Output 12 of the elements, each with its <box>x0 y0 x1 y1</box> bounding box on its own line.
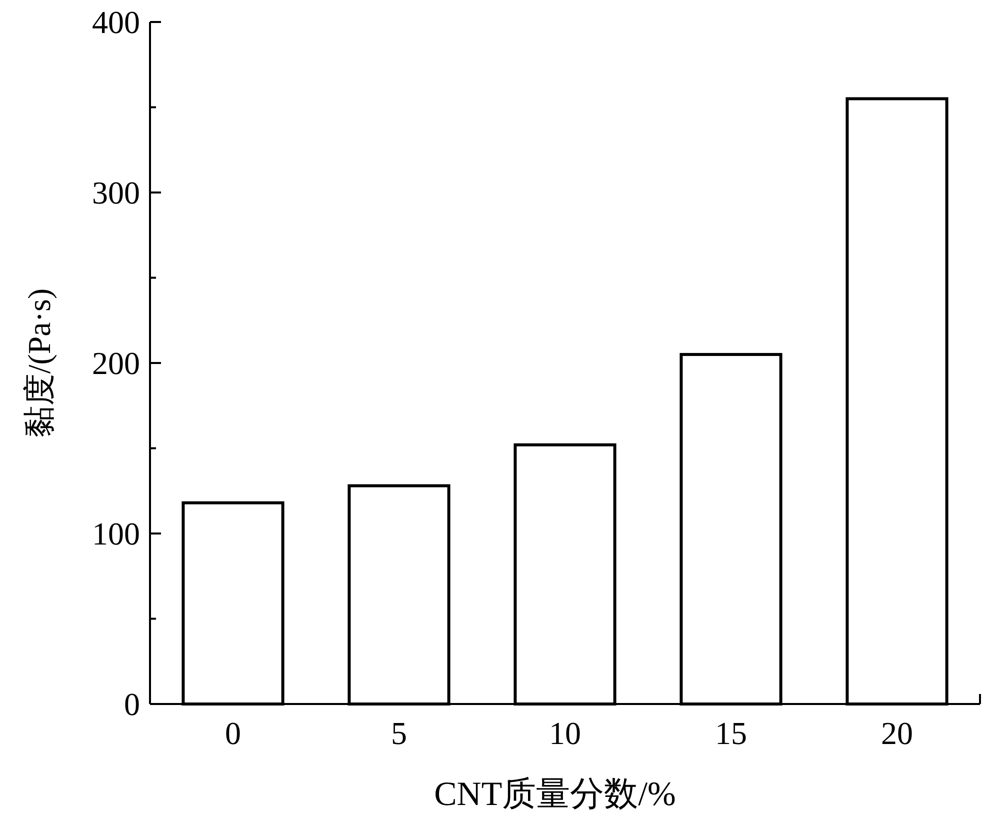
y-axis-title: 黏度/(Pa·s) <box>21 288 57 438</box>
y-tick-label: 100 <box>92 516 140 552</box>
y-tick-label: 400 <box>92 4 140 40</box>
x-tick-label: 15 <box>715 715 747 751</box>
y-tick-label: 200 <box>92 345 140 381</box>
x-tick-label: 5 <box>391 715 407 751</box>
y-tick-label: 300 <box>92 174 140 210</box>
x-tick-label: 0 <box>225 715 241 751</box>
x-tick-label: 20 <box>881 715 913 751</box>
y-tick-label: 0 <box>124 686 140 722</box>
x-axis-title: CNT质量分数/% <box>434 776 676 813</box>
x-tick-label: 10 <box>549 715 581 751</box>
